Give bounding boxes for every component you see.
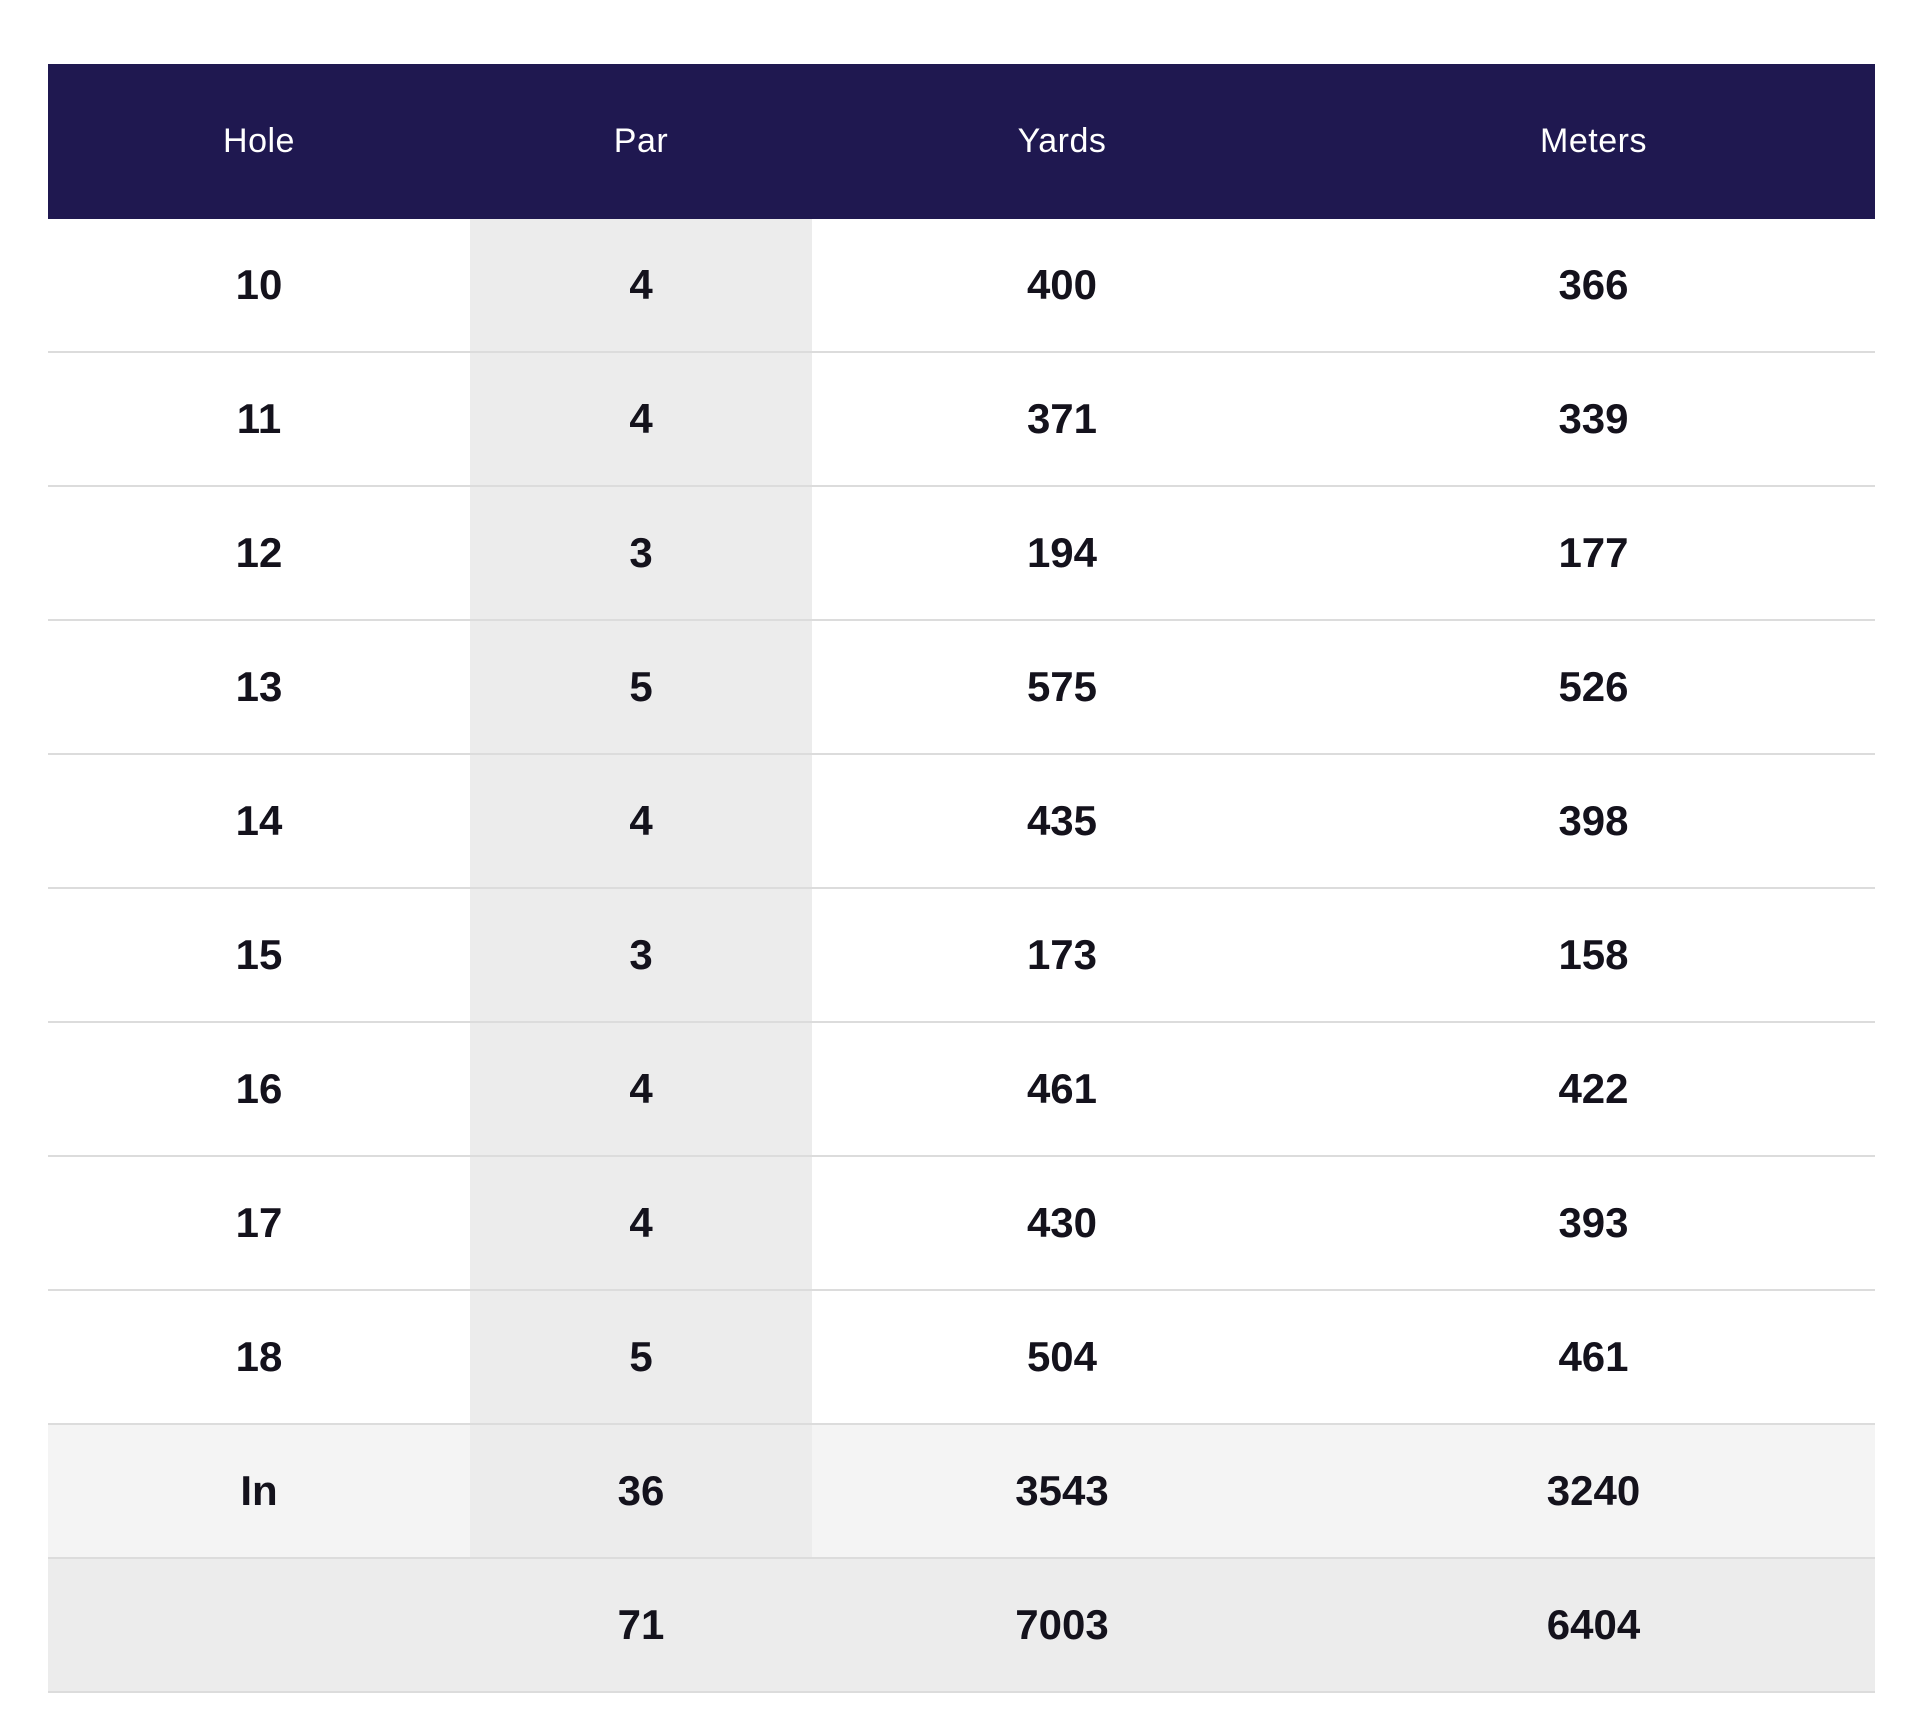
cell-meters: 422 [1312, 1022, 1875, 1157]
cell-par: 3 [470, 486, 812, 621]
table-row: 17 4 430 393 [48, 1156, 1875, 1291]
header-yards: Yards [812, 64, 1312, 219]
table-row: 13 5 575 526 [48, 620, 1875, 755]
cell-yards: 575 [812, 620, 1312, 755]
cell-meters: 393 [1312, 1156, 1875, 1291]
total-row: 71 7003 6404 [48, 1558, 1875, 1693]
table-row: 18 5 504 461 [48, 1290, 1875, 1425]
cell-par: 4 [470, 1022, 812, 1157]
cell-yards: 194 [812, 486, 1312, 621]
table-row: 16 4 461 422 [48, 1022, 1875, 1157]
cell-par: 4 [470, 754, 812, 889]
table-row: 10 4 400 366 [48, 219, 1875, 353]
cell-hole: 15 [48, 888, 470, 1023]
table-row: 14 4 435 398 [48, 754, 1875, 889]
subtotal-meters: 3240 [1312, 1424, 1875, 1559]
header-meters: Meters [1312, 64, 1875, 219]
cell-hole: 16 [48, 1022, 470, 1157]
table-row: 15 3 173 158 [48, 888, 1875, 1023]
cell-yards: 430 [812, 1156, 1312, 1291]
cell-yards: 173 [812, 888, 1312, 1023]
cell-hole: 14 [48, 754, 470, 889]
header-row: Hole Par Yards Meters [48, 64, 1875, 219]
cell-yards: 504 [812, 1290, 1312, 1425]
subtotal-row: In 36 3543 3240 [48, 1424, 1875, 1559]
cell-hole: 17 [48, 1156, 470, 1291]
cell-meters: 398 [1312, 754, 1875, 889]
total-hole [48, 1558, 470, 1693]
table-row: 12 3 194 177 [48, 486, 1875, 621]
scorecard-body: 10 4 400 366 11 4 371 339 12 3 194 177 1… [48, 219, 1875, 1693]
header-hole: Hole [48, 64, 470, 219]
cell-hole: 10 [48, 219, 470, 353]
cell-hole: 18 [48, 1290, 470, 1425]
cell-par: 4 [470, 219, 812, 353]
total-yards: 7003 [812, 1558, 1312, 1693]
cell-par: 4 [470, 1156, 812, 1291]
cell-meters: 158 [1312, 888, 1875, 1023]
cell-par: 3 [470, 888, 812, 1023]
scorecard-table: Hole Par Yards Meters 10 4 400 366 11 4 … [48, 64, 1875, 1693]
cell-par: 5 [470, 1290, 812, 1425]
subtotal-yards: 3543 [812, 1424, 1312, 1559]
subtotal-hole: In [48, 1424, 470, 1559]
cell-meters: 339 [1312, 352, 1875, 487]
cell-par: 5 [470, 620, 812, 755]
cell-meters: 177 [1312, 486, 1875, 621]
total-meters: 6404 [1312, 1558, 1875, 1693]
total-par: 71 [470, 1558, 812, 1693]
cell-par: 4 [470, 352, 812, 487]
scorecard-header: Hole Par Yards Meters [48, 64, 1875, 219]
cell-meters: 366 [1312, 219, 1875, 353]
cell-yards: 461 [812, 1022, 1312, 1157]
subtotal-par: 36 [470, 1424, 812, 1559]
cell-yards: 371 [812, 352, 1312, 487]
cell-yards: 435 [812, 754, 1312, 889]
header-par: Par [470, 64, 812, 219]
cell-hole: 11 [48, 352, 470, 487]
cell-hole: 12 [48, 486, 470, 621]
cell-meters: 526 [1312, 620, 1875, 755]
cell-meters: 461 [1312, 1290, 1875, 1425]
cell-hole: 13 [48, 620, 470, 755]
cell-yards: 400 [812, 219, 1312, 353]
table-row: 11 4 371 339 [48, 352, 1875, 487]
